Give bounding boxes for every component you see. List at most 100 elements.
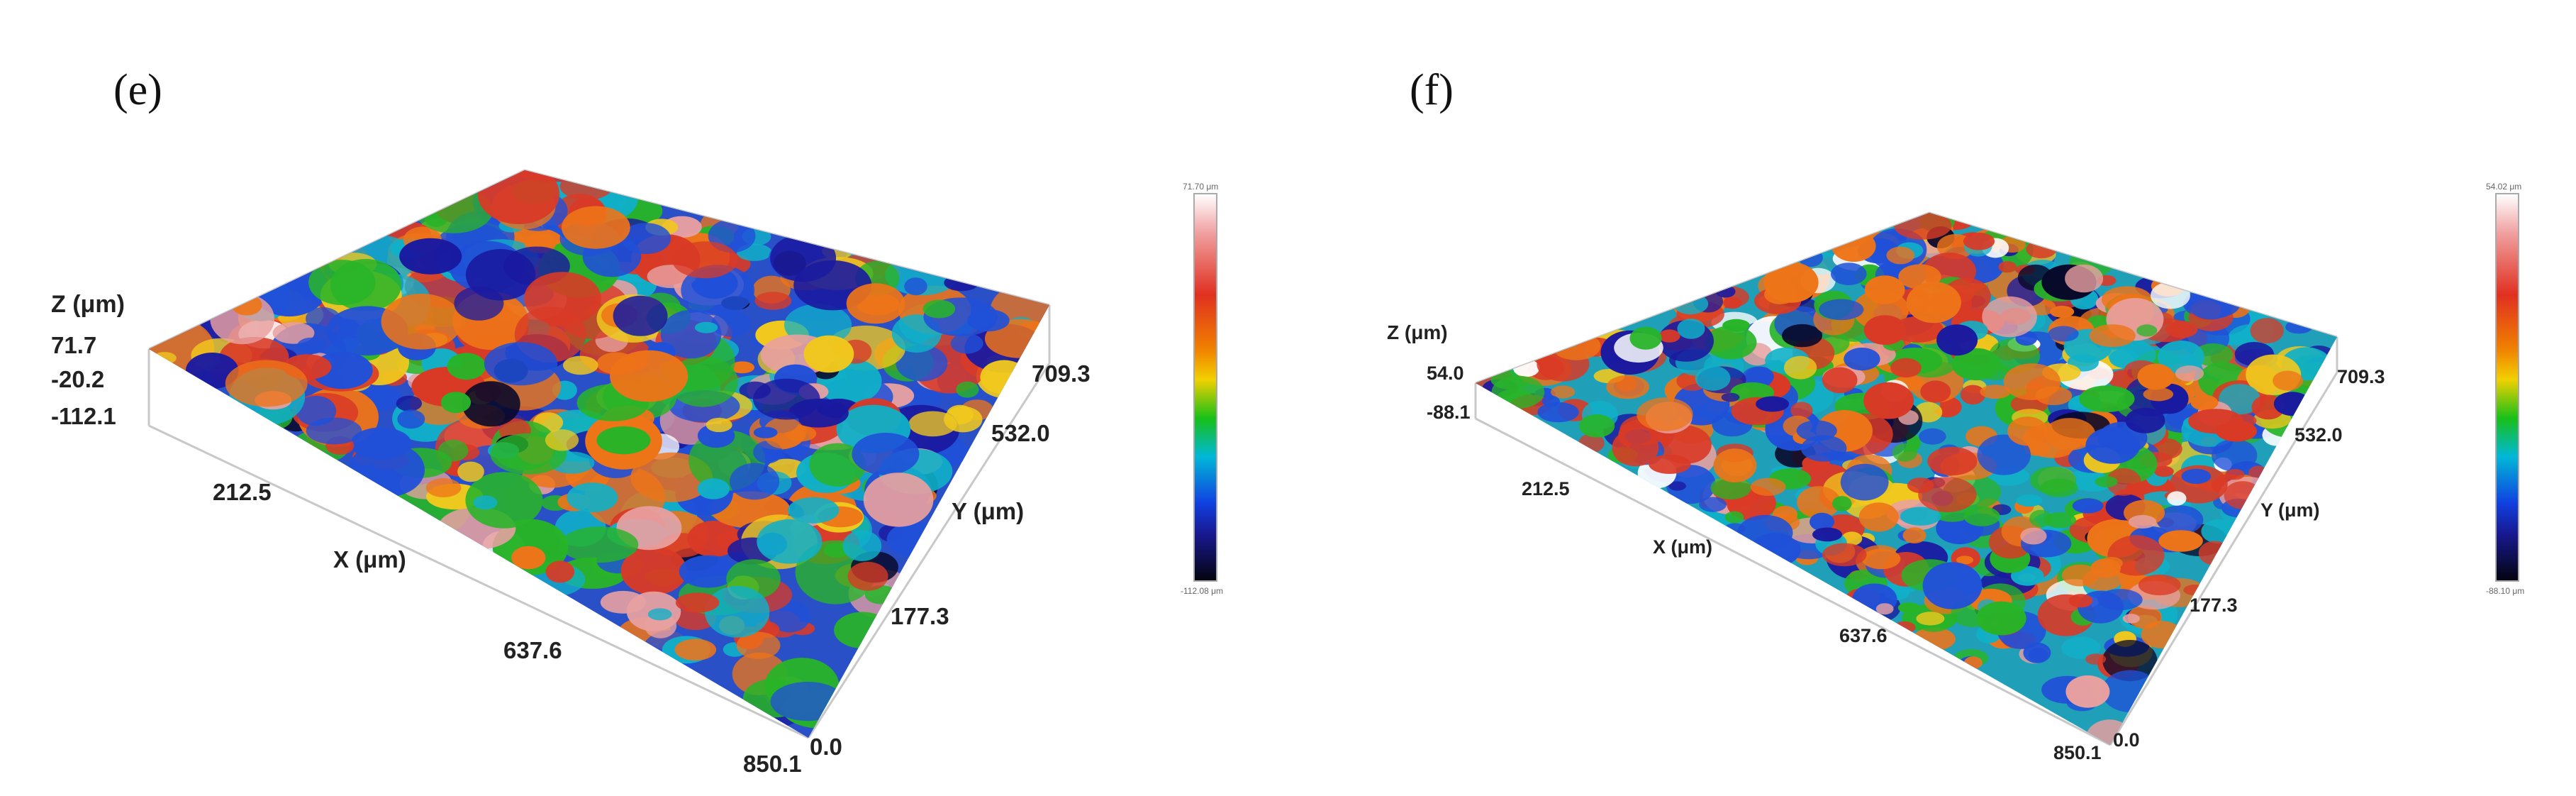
surface-patch [1784,355,1817,380]
surface-patch [225,360,308,407]
panel-label: (e) [113,66,162,114]
surface-patch [2190,394,2219,411]
surface-patch [465,472,543,529]
surface-patch [2089,324,2136,348]
z-tick: -88.1 [1427,402,1471,423]
surface-patch [2125,407,2165,433]
surface-patch [511,546,546,570]
surface-patch [2106,468,2141,496]
surface-patch [675,592,720,613]
y-axis-title: Y (μm) [2260,499,2320,521]
surface-patch [1963,656,1983,670]
surface-patch [2187,284,2235,320]
surface-patch [2065,675,2110,708]
surface-patch [437,439,469,462]
surface-patch [272,321,315,344]
surface-patch [1844,348,1880,371]
surface-patch [1875,603,1894,615]
x-tick: 637.6 [503,637,562,663]
surface-patch [381,294,462,350]
surface-patch [1790,402,1813,419]
surface-patch [2156,505,2204,535]
surface-patch [763,416,805,449]
surface-patch [842,530,882,561]
surface-patch [1695,365,1731,391]
surface-patch [210,293,275,345]
surface-plot-f: Z (μm) 54.0 -88.1 212.5 X (μm) 637.6 850… [1387,211,2385,763]
surface-patch [2137,363,2175,390]
x-axis-title: X (μm) [333,546,406,573]
surface-patch [2003,363,2061,400]
surface-patch [2007,416,2048,446]
surface-plot-e: Z (μm) 71.7 -20.2 -112.1 212.5 X (μm) 63… [51,169,1091,777]
surface-patch [454,286,504,321]
surface-patch [2212,438,2258,472]
surface-patch [679,555,737,588]
surface-patch [2072,498,2104,514]
surface-patch [2043,512,2076,529]
surface-patch [2090,558,2121,578]
surface-patch [1906,282,1961,324]
surface-patch [231,294,262,316]
surface-patch [2187,409,2244,434]
surface-patch [730,361,754,374]
x-tick: 850.1 [743,751,802,777]
surface-patch [1750,477,1786,496]
surface-patch [770,234,837,282]
surface-patch [1606,375,1649,399]
surface-patch [563,355,598,375]
surface-patch [1927,446,1978,476]
surface-patch [711,310,752,338]
colorbar [1193,193,1217,582]
surface-patch [2050,306,2075,318]
surface-patch [425,478,462,497]
surface-patch [2273,392,2312,416]
surface-patch [1800,435,1847,462]
surface-patch [1858,502,1899,532]
surface-patch [1660,425,1712,465]
surface-texture [149,170,1049,738]
surface-patch [1810,512,1834,531]
surface-patch [660,309,722,359]
surface-patch [1673,293,1709,315]
surface-patch [803,335,854,373]
surface-patch [1840,463,1889,501]
surface-patch [788,497,840,524]
surface-patch [457,461,484,482]
surface-patch [559,172,613,200]
surface-patch [560,526,639,563]
surface-patch [1831,262,1867,285]
y-tick: 532.0 [991,420,1050,446]
surface-patch [1722,319,1750,332]
surface-patch [704,585,770,638]
surface-patch [1724,511,1744,524]
surface-patch [1512,359,1540,377]
surface-patch [1902,527,1927,543]
surface-patch [1699,497,1727,512]
surface-patch [1551,385,1576,399]
surface-patch [1963,232,1995,250]
y-tick: 709.3 [1032,360,1091,387]
surface-patch [2250,318,2284,344]
surface-patch [908,411,957,437]
z-tick: -112.1 [51,403,116,429]
surface-patch [896,345,948,382]
surface-patch [447,353,486,380]
surface-patch [846,283,905,324]
surface-patch [1982,296,2037,338]
surface-patches [149,170,1049,729]
z-axis-title: Z (μm) [51,291,125,318]
x-tick: 637.6 [1839,625,1888,646]
surface-patch [1491,375,1545,409]
surface-patch [1956,555,1974,565]
colorbar [2495,193,2519,582]
surface-patch [2201,519,2237,544]
surface-patch [596,426,651,455]
y-tick: 177.3 [2190,595,2238,616]
y-axis-title: Y (μm) [952,498,1024,524]
surface-patch [1822,543,1867,567]
surface-patch [473,495,498,510]
surface-patch [1629,326,1662,350]
surface-patch [2068,594,2093,608]
surface-patch [1886,246,1914,265]
